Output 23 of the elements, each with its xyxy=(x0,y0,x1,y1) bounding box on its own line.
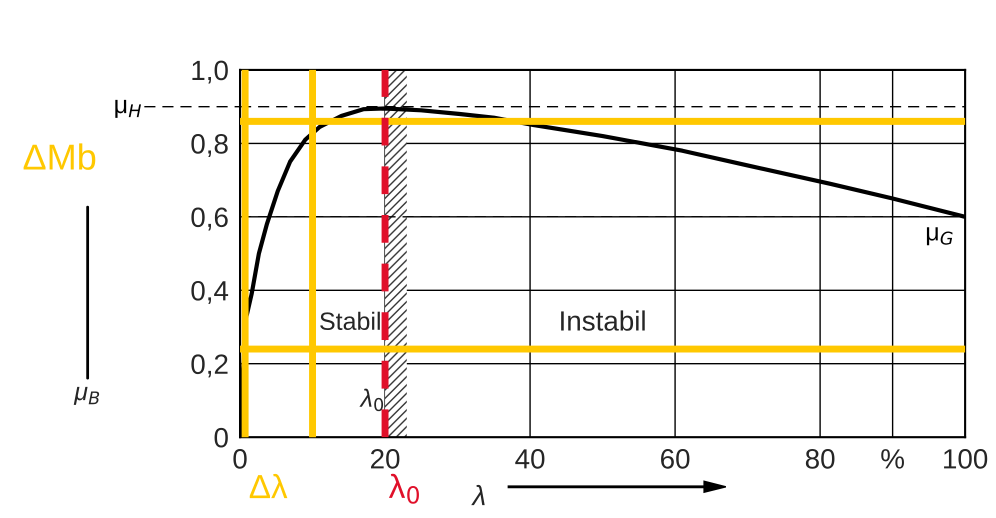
x-tick-label: 60 xyxy=(661,449,690,469)
y-tick-label: 0,6 xyxy=(191,208,228,230)
x-axis-title: λ xyxy=(471,484,485,506)
x-tick-label: 80 xyxy=(806,449,834,469)
annotation: Stabil xyxy=(320,312,380,330)
y-tick-label: 0,4 xyxy=(191,280,228,304)
text: μ$_{B}$ xyxy=(74,386,100,405)
ref-line-label: μ$_{G}$ xyxy=(926,227,953,246)
y-tick-label: 0,2 xyxy=(191,354,228,378)
band-label: λ$_{0}$ xyxy=(359,388,384,412)
x-tick-label: 100 xyxy=(944,449,988,469)
x-tick-label: % xyxy=(881,449,904,469)
ref-line-label: ΔMb xyxy=(24,143,96,170)
annotation: Instabil xyxy=(561,310,645,331)
ref-line-label: μ$_{H}$ xyxy=(115,100,141,118)
x-tick-label: 40 xyxy=(515,449,544,469)
y-tick-label: 0 xyxy=(214,428,228,448)
y-tick-label: 1,0 xyxy=(192,60,228,84)
x-tick-label: 20 xyxy=(371,449,400,469)
ref-line-label: λ$_{0}$ xyxy=(388,474,419,504)
y-tick-label: 0,8 xyxy=(191,134,228,157)
ref-line-label: Δλ xyxy=(250,474,288,498)
x-tick-label: 0 xyxy=(233,449,247,469)
